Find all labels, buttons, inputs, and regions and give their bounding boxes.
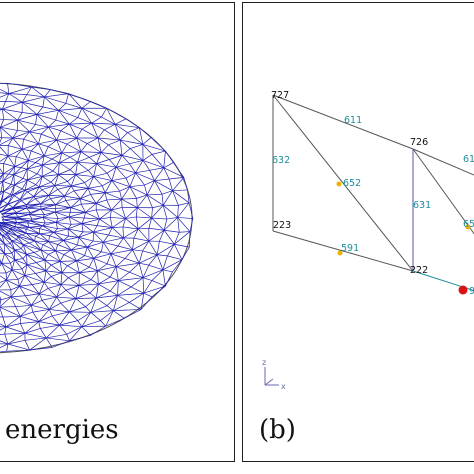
midpoint-65	[465, 224, 471, 230]
midpoint-591	[337, 250, 343, 256]
axis-label-z: z	[262, 358, 266, 367]
node-edge-graph: 727 726 223 222 611 632 652 631 591 61 6…	[262, 90, 474, 391]
panel-a-caption: energies	[5, 415, 119, 445]
ellipsoid-mesh-plot	[0, 82, 194, 354]
edge-label-631: 631	[413, 200, 431, 211]
edge-223-222	[272, 230, 414, 272]
edge-222-right	[412, 270, 474, 292]
axis-triad-icon	[264, 367, 279, 386]
edge-726-right	[412, 148, 474, 176]
highlight-node	[458, 285, 468, 295]
edge-726-diag	[412, 148, 474, 235]
axis-label-x: x	[281, 382, 286, 391]
edge-label-611: 611	[344, 115, 362, 126]
edge-label-9: 9	[469, 286, 474, 297]
panel-b-graph: 727 726 223 222 611 632 652 631 591 61 6…	[242, 2, 474, 462]
panel-a-mesh: energies	[0, 2, 235, 462]
panel-b-caption: (b)	[259, 415, 296, 445]
node-label-223: 223	[273, 220, 291, 231]
edge-727-726	[272, 94, 414, 150]
edge-label-652: 652	[343, 178, 361, 189]
node-label-222: 222	[410, 265, 428, 276]
midpoint-652	[336, 181, 342, 187]
node-label-727: 727	[271, 90, 289, 101]
edge-label-591: 591	[341, 243, 359, 254]
edge-label-65: 65	[463, 219, 474, 230]
edge-label-632: 632	[272, 155, 290, 166]
edge-727-222	[272, 94, 414, 272]
mesh-lines	[0, 82, 194, 354]
node-label-726: 726	[410, 137, 428, 148]
edge-label-61: 61	[463, 154, 474, 165]
